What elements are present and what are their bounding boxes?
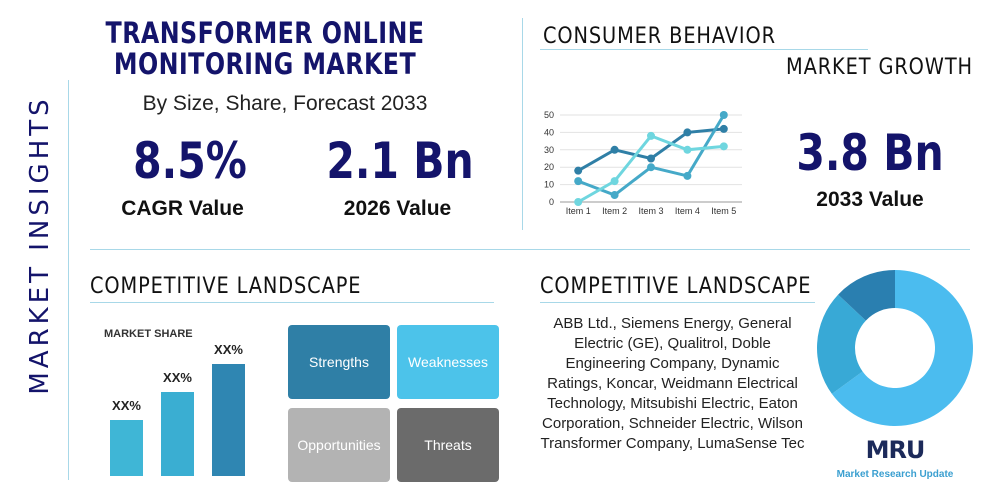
- series-point-2: [574, 198, 583, 206]
- y-tick-label: 50: [544, 110, 554, 120]
- competitive-heading-left: COMPETITIVE LANDSCAPE: [90, 274, 362, 299]
- 2033-value: 3.8 Bn: [796, 124, 944, 182]
- consumer-heading: CONSUMER BEHAVIOR: [543, 24, 776, 49]
- y-tick-label: 20: [544, 162, 554, 172]
- company-list: ABB Ltd., Siemens Energy, General Electr…: [540, 315, 805, 452]
- x-tick-label: Item 3: [638, 206, 663, 216]
- swot-threats: Threats: [397, 408, 499, 482]
- series-point-2: [647, 131, 655, 140]
- series-point-0: [647, 154, 655, 163]
- competitive-heading-right: COMPETITIVE LANDSCAPE: [540, 274, 812, 299]
- underline: [540, 302, 815, 303]
- x-tick-label: Item 5: [711, 206, 736, 216]
- 2026-label: 2026 Value: [343, 197, 452, 220]
- logo-mark: MRU: [865, 436, 926, 464]
- 2033-label: 2033 Value: [816, 188, 924, 211]
- donut-slice: [831, 270, 973, 426]
- line-chart: 0 10 20 30 40 50 Item 1 Item 2 Item 3 Item 4 Item …: [544, 110, 742, 216]
- bar: [212, 364, 245, 476]
- y-tick-label: 30: [544, 145, 554, 155]
- donut-slice: [838, 270, 895, 321]
- bar-data-label: XX%: [112, 398, 141, 413]
- divider: [522, 18, 523, 230]
- series-point-0: [610, 145, 619, 154]
- series-point-0: [574, 166, 583, 175]
- underline: [90, 302, 494, 303]
- bar-chart: XX% XX% XX%: [110, 342, 245, 476]
- series-point-1: [574, 177, 583, 186]
- market-share-label: MARKET SHARE: [104, 328, 193, 340]
- bar: [161, 392, 194, 476]
- x-tick-label: Item 4: [675, 206, 700, 216]
- series-point-2: [719, 142, 728, 151]
- donut-chart: [817, 270, 973, 426]
- cagr-label: CAGR Value: [121, 197, 244, 220]
- swot-strengths: Strengths: [288, 325, 390, 399]
- page-title: TRANSFORMER ONLINE MONITORING MARKET: [105, 16, 425, 81]
- bar-data-label: XX%: [163, 370, 192, 385]
- series-point-1: [647, 163, 655, 172]
- donut-slice: [817, 294, 866, 394]
- bar: [110, 420, 143, 476]
- 2026-value: 2.1 Bn: [326, 132, 474, 190]
- series-point-2: [610, 177, 619, 186]
- cagr-value: 8.5%: [133, 132, 247, 190]
- series-point-0: [683, 128, 692, 137]
- swot-opportunities: Opportunities: [288, 408, 390, 482]
- series-point-1: [683, 171, 692, 180]
- bar-data-label: XX%: [214, 342, 243, 357]
- growth-heading: MARKET GROWTH: [786, 55, 973, 80]
- x-tick-label: Item 1: [566, 206, 591, 216]
- y-tick-label: 40: [544, 127, 554, 137]
- y-tick-label: 10: [544, 180, 554, 190]
- logo-text: Market Research Update: [836, 469, 954, 480]
- y-tick-label: 0: [549, 197, 554, 207]
- side-label: MARKET INSIGHTS: [25, 95, 55, 395]
- subtitle: By Size, Share, Forecast 2033: [142, 92, 428, 115]
- series-point-0: [719, 124, 728, 133]
- series-point-1: [719, 111, 728, 119]
- series-point-1: [610, 191, 619, 200]
- x-tick-label: Item 2: [602, 206, 627, 216]
- underline: [540, 49, 868, 50]
- divider: [90, 249, 970, 250]
- swot-weaknesses: Weaknesses: [397, 325, 499, 399]
- series-point-2: [683, 145, 692, 154]
- divider: [68, 80, 69, 480]
